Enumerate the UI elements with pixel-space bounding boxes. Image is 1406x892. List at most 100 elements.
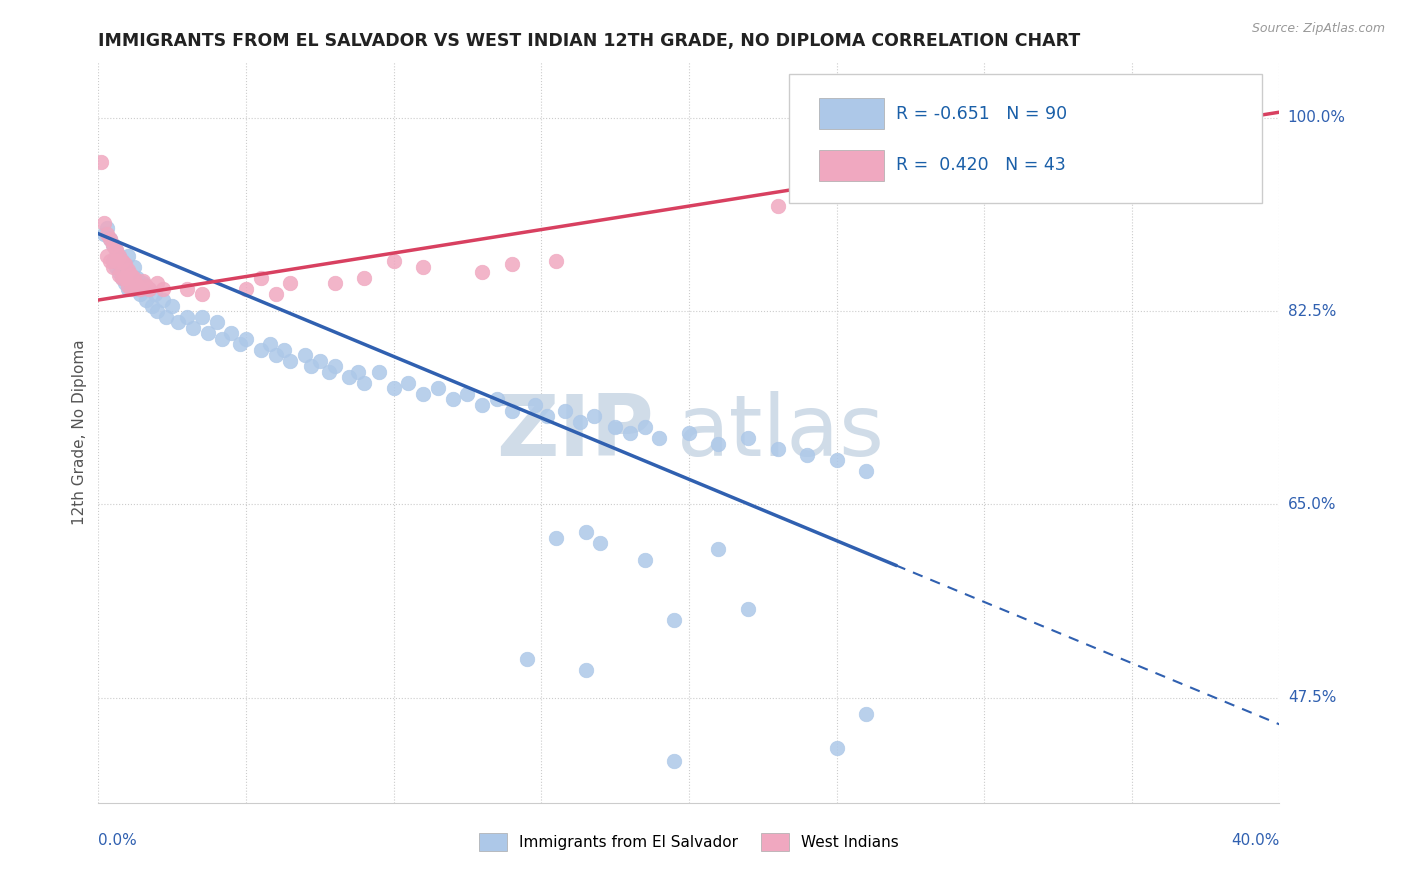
Point — [141, 299, 163, 313]
Point — [128, 282, 150, 296]
Point — [114, 256, 136, 270]
Point — [516, 652, 538, 666]
Point — [117, 282, 139, 296]
Point — [229, 337, 252, 351]
Point — [103, 237, 125, 252]
Point — [111, 254, 134, 268]
Point — [575, 663, 598, 677]
Point — [766, 442, 789, 457]
Point — [114, 277, 136, 291]
Point — [589, 536, 612, 550]
Text: ZIP: ZIP — [496, 391, 654, 475]
Point — [111, 271, 134, 285]
Point — [634, 420, 657, 434]
Point — [235, 282, 257, 296]
Point — [117, 265, 139, 279]
Point — [323, 359, 346, 374]
Point — [825, 453, 848, 467]
Point — [347, 365, 370, 379]
Point — [111, 271, 134, 285]
Point — [825, 740, 848, 755]
Point — [108, 268, 131, 282]
Point — [737, 431, 759, 445]
Point — [648, 431, 671, 445]
Point — [554, 403, 576, 417]
Point — [250, 343, 273, 357]
Point — [122, 271, 145, 285]
Point — [1121, 144, 1143, 158]
Point — [280, 353, 302, 368]
Point — [583, 409, 606, 423]
Point — [707, 541, 730, 556]
Point — [457, 387, 479, 401]
Point — [382, 381, 405, 395]
Legend: Immigrants from El Salvador, West Indians: Immigrants from El Salvador, West Indian… — [479, 833, 898, 851]
Point — [125, 271, 148, 285]
Point — [299, 359, 322, 374]
Point — [105, 244, 128, 258]
Point — [120, 268, 142, 282]
Point — [96, 249, 118, 263]
Point — [353, 271, 375, 285]
Point — [117, 249, 139, 263]
Point — [264, 287, 287, 301]
Point — [105, 260, 128, 274]
Y-axis label: 12th Grade, No Diploma: 12th Grade, No Diploma — [72, 340, 87, 525]
Point — [441, 392, 464, 407]
Point — [323, 277, 346, 291]
Point — [197, 326, 219, 341]
Point — [412, 387, 434, 401]
Point — [536, 409, 558, 423]
Point — [108, 249, 131, 263]
Point — [138, 282, 160, 296]
Point — [108, 265, 131, 279]
Point — [412, 260, 434, 274]
Point — [707, 436, 730, 450]
Point — [117, 278, 139, 293]
Point — [471, 265, 494, 279]
Point — [191, 310, 214, 324]
Text: 47.5%: 47.5% — [1288, 690, 1336, 706]
Point — [128, 287, 150, 301]
Point — [855, 707, 877, 722]
Point — [122, 260, 145, 274]
Point — [205, 315, 228, 329]
Point — [221, 326, 243, 341]
Point — [575, 524, 598, 539]
Text: atlas: atlas — [678, 391, 886, 475]
Point — [664, 614, 686, 628]
Point — [93, 216, 115, 230]
Point — [664, 754, 686, 768]
Point — [501, 256, 523, 270]
Point — [125, 278, 148, 293]
Point — [191, 287, 214, 301]
Point — [120, 271, 142, 285]
Point — [103, 237, 125, 252]
Point — [605, 420, 627, 434]
Point — [96, 221, 118, 235]
Text: R = -0.651   N = 90: R = -0.651 N = 90 — [896, 104, 1067, 122]
Point — [114, 260, 136, 274]
Point — [176, 310, 198, 324]
Point — [211, 332, 233, 346]
Point — [471, 398, 494, 412]
Point — [146, 304, 169, 318]
Point — [737, 602, 759, 616]
Point — [120, 282, 142, 296]
Point — [105, 254, 128, 268]
Text: 0.0%: 0.0% — [98, 833, 138, 848]
Bar — [818, 150, 884, 181]
Point — [135, 293, 157, 307]
Point — [294, 348, 316, 362]
Point — [98, 232, 121, 246]
Point — [96, 227, 118, 241]
Point — [382, 254, 405, 268]
Point — [117, 263, 139, 277]
Point — [167, 315, 190, 329]
Point — [108, 249, 131, 263]
Point — [339, 370, 361, 384]
Point — [546, 531, 568, 545]
Point — [93, 227, 115, 241]
Point — [259, 337, 281, 351]
Point — [634, 552, 657, 566]
